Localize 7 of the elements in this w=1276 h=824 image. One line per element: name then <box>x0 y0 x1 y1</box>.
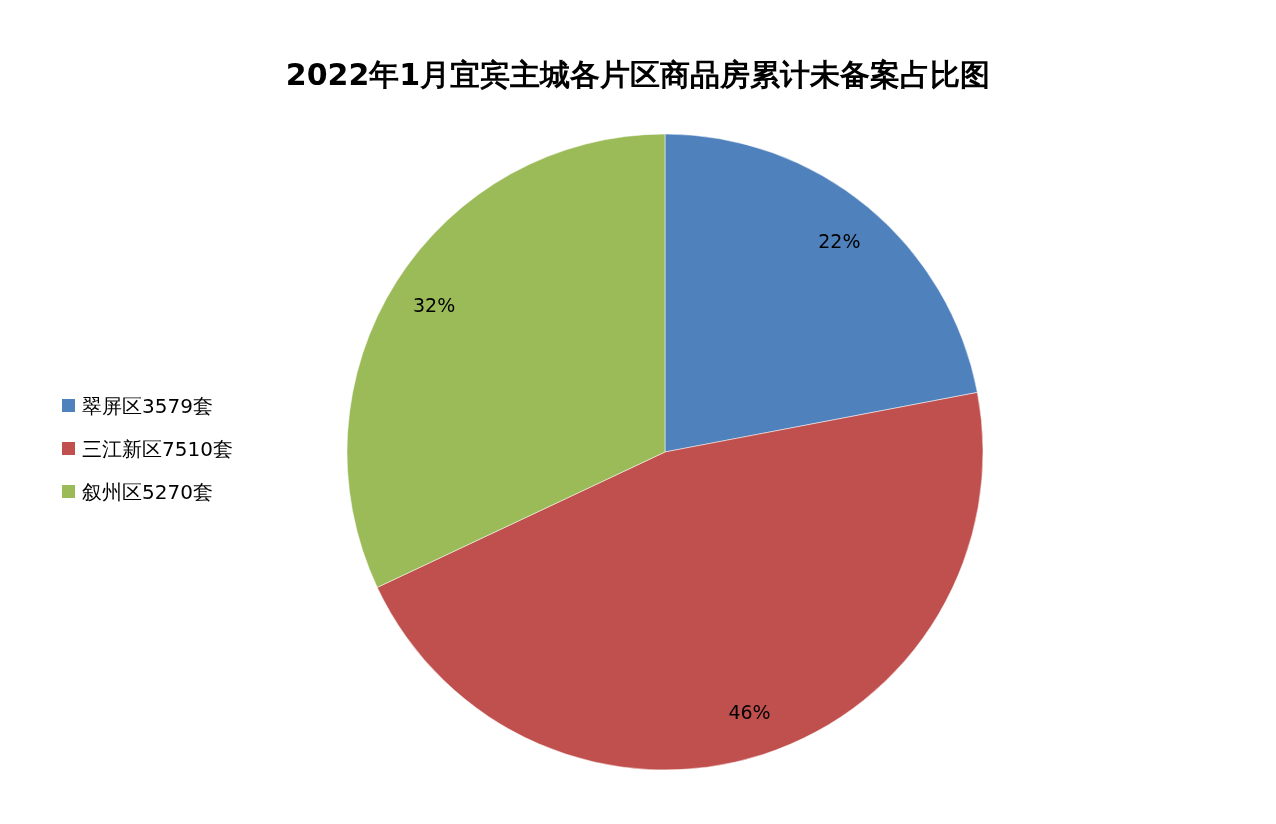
legend-label: 三江新区7510套 <box>82 437 233 461</box>
chart-title: 2022年1月宜宾主城各片区商品房累计未备案占比图 <box>285 57 991 92</box>
data-label: 22% <box>818 230 861 253</box>
legend-label: 叙州区5270套 <box>82 480 213 504</box>
legend-label: 翠屏区3579套 <box>82 394 213 418</box>
data-label: 32% <box>412 294 456 317</box>
data-label: 46% <box>728 701 771 724</box>
